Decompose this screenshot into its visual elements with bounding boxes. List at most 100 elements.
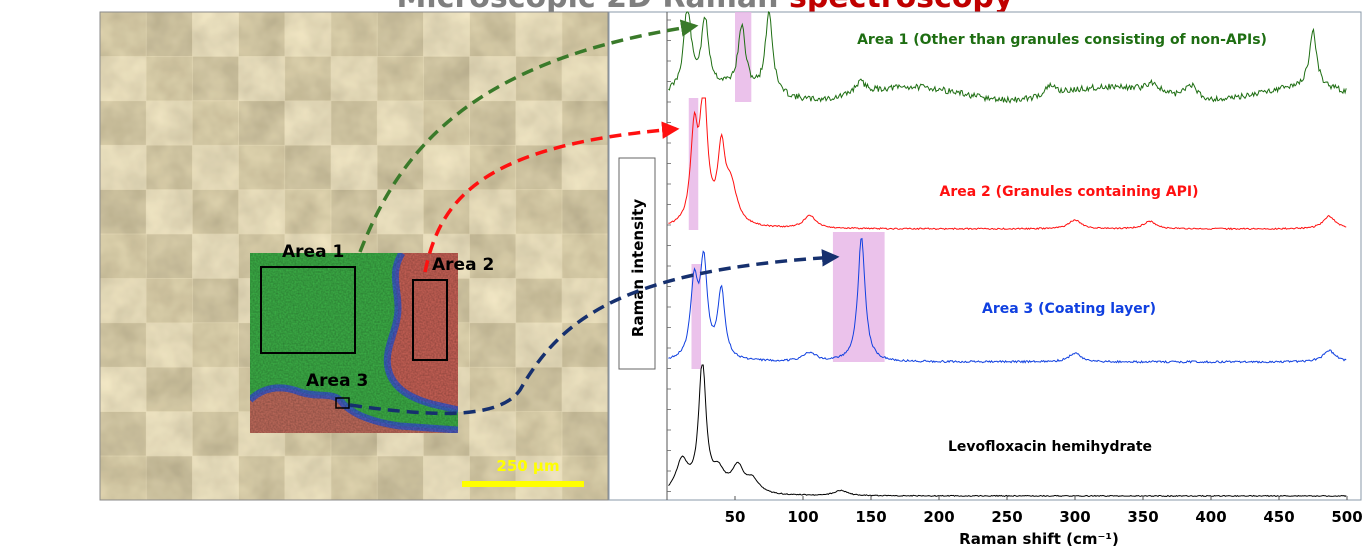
micrograph-tile bbox=[192, 411, 239, 457]
micrograph-tile bbox=[192, 278, 239, 324]
page-title: Microscopic 2D Raman spectroscopy bbox=[397, 0, 1014, 15]
micrograph-tile bbox=[469, 11, 517, 57]
micrograph-tile bbox=[145, 233, 193, 279]
micrograph-tile bbox=[469, 233, 517, 279]
micrograph-tile bbox=[376, 189, 424, 235]
area-2-box bbox=[412, 279, 448, 361]
micrograph-tile bbox=[284, 56, 332, 102]
micrograph-tile bbox=[192, 100, 239, 146]
micrograph-tile bbox=[330, 56, 378, 102]
micrograph-tile bbox=[423, 11, 470, 57]
series-labels: Area 1 (Other than granules consisting o… bbox=[857, 32, 1267, 455]
micrograph-tile bbox=[99, 366, 147, 412]
micrograph-tile bbox=[561, 455, 609, 501]
micrograph-tile bbox=[330, 144, 378, 190]
x-tick-label: 400 bbox=[1195, 508, 1226, 526]
micrograph-tile bbox=[192, 144, 239, 190]
micrograph-tile bbox=[515, 189, 563, 235]
micrograph-tile bbox=[99, 455, 147, 501]
arrow-area-1 bbox=[358, 19, 699, 253]
micrograph-tile bbox=[284, 100, 332, 146]
highlight-band bbox=[735, 12, 752, 102]
x-tick-label: 500 bbox=[1331, 508, 1362, 526]
micrograph-tile bbox=[469, 189, 517, 235]
micrograph-tile bbox=[376, 455, 424, 501]
highlight-band bbox=[832, 232, 885, 362]
micrograph-tile bbox=[238, 56, 286, 102]
series-label: Levofloxacin hemihydrate bbox=[948, 439, 1152, 455]
spectrum-line bbox=[668, 237, 1347, 364]
micrograph-tile bbox=[423, 144, 470, 190]
micrograph-tile bbox=[238, 100, 286, 146]
micrograph-tile bbox=[192, 56, 239, 102]
micrograph-tile bbox=[515, 233, 563, 279]
x-tick-label: 250 bbox=[991, 508, 1022, 526]
micrograph-tile bbox=[145, 322, 193, 368]
micrograph-tile bbox=[469, 455, 517, 501]
title-part-2: spectroscopy bbox=[789, 0, 1014, 15]
micrograph-tile bbox=[469, 411, 517, 457]
micrograph-tile bbox=[376, 56, 424, 102]
micrograph-tile bbox=[561, 144, 609, 190]
series-label: Area 1 (Other than granules consisting o… bbox=[857, 32, 1267, 48]
micrograph-tile bbox=[99, 233, 147, 279]
micrograph-tile bbox=[561, 189, 609, 235]
x-tick-label: 50 bbox=[725, 508, 746, 526]
spectrum-panel: Raman intensity Area 1 (Other than granu… bbox=[608, 10, 1362, 501]
x-tick-label: 150 bbox=[855, 508, 886, 526]
micrograph-tile bbox=[192, 11, 239, 57]
x-axis: 50 100 150 200 250 300 350 400 450 500 bbox=[725, 496, 1363, 526]
micrograph-tile bbox=[145, 100, 193, 146]
micrograph-tile bbox=[515, 366, 563, 412]
y-axis-ticks bbox=[667, 19, 671, 492]
micrograph-tile bbox=[469, 56, 517, 102]
micrograph-tile bbox=[99, 189, 147, 235]
micrograph-tile bbox=[423, 56, 470, 102]
micrograph-tile bbox=[330, 11, 378, 57]
micrograph-tile bbox=[561, 233, 609, 279]
micrograph-tile bbox=[192, 233, 239, 279]
x-tick-label: 450 bbox=[1263, 508, 1294, 526]
highlight-band bbox=[688, 98, 699, 230]
micrograph-tile bbox=[423, 455, 470, 501]
micrograph-tile bbox=[145, 56, 193, 102]
micrograph-tile bbox=[145, 278, 193, 324]
area-3-box bbox=[335, 397, 350, 409]
micrograph-tile bbox=[238, 11, 286, 57]
y-axis-label: Raman intensity bbox=[629, 199, 647, 337]
micrograph-tile bbox=[99, 11, 147, 57]
area-1-label: Area 1 bbox=[282, 242, 344, 262]
title-part-1: Microscopic 2D Raman bbox=[397, 0, 789, 15]
micrograph-tile bbox=[284, 455, 332, 501]
micrograph-tile bbox=[376, 100, 424, 146]
scale-bar-label: 250 µm bbox=[496, 457, 559, 475]
micrograph-border bbox=[99, 11, 609, 501]
scale-bar bbox=[462, 481, 584, 487]
x-tick-label: 300 bbox=[1059, 508, 1090, 526]
micrograph-tile bbox=[515, 100, 563, 146]
micrograph-tile bbox=[99, 100, 147, 146]
spectrum-line bbox=[668, 10, 1347, 104]
micrograph-tile bbox=[469, 100, 517, 146]
micrograph-tile bbox=[145, 411, 193, 457]
micrograph-tile bbox=[99, 56, 147, 102]
micrograph-tile bbox=[515, 11, 563, 57]
micrograph-tile bbox=[515, 278, 563, 324]
micrograph-tile bbox=[192, 189, 239, 235]
micrograph-tile bbox=[330, 455, 378, 501]
micrograph-tile bbox=[330, 100, 378, 146]
micrograph-tile bbox=[238, 189, 286, 235]
micrograph-tile bbox=[145, 189, 193, 235]
x-tick-label: 350 bbox=[1127, 508, 1158, 526]
micrograph-tile bbox=[284, 189, 332, 235]
arrow-area-3 bbox=[349, 249, 840, 416]
highlight-band bbox=[691, 264, 701, 369]
arrow-area-2 bbox=[423, 121, 680, 273]
micrograph-tile bbox=[515, 56, 563, 102]
micrograph-tile bbox=[99, 144, 147, 190]
ylabel-box bbox=[618, 157, 656, 370]
micrograph-tile bbox=[515, 411, 563, 457]
micrograph-tile bbox=[561, 366, 609, 412]
micrograph-tile bbox=[192, 455, 239, 501]
